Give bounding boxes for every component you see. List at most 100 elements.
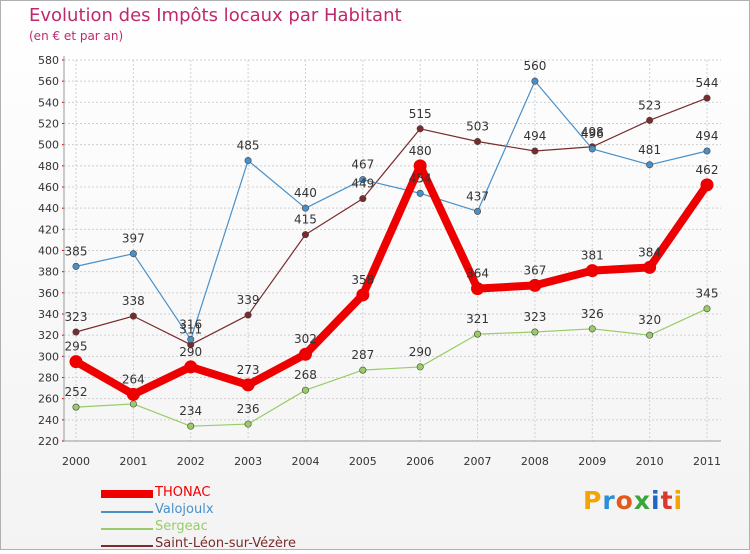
proxiti-logo: Proxiti (583, 486, 683, 515)
legend-label: Saint-Léon-sur-Vézère (155, 536, 296, 551)
data-point-thonac (356, 288, 370, 302)
data-label-thonac: 358 (351, 273, 374, 287)
data-point-thonac (413, 159, 427, 173)
x-tick-label: 2011 (693, 455, 721, 468)
legend-label: THONAC (155, 485, 211, 500)
x-tick-label: 2001 (119, 455, 147, 468)
y-tick-label: 400 (38, 245, 59, 258)
x-tick-label: 2002 (177, 455, 205, 468)
y-tick-label: 520 (38, 118, 59, 131)
grid (64, 59, 721, 442)
data-label-saint-l-on-sur-v-z-re: 515 (409, 107, 432, 121)
data-label-saint-l-on-sur-v-z-re: 311 (179, 323, 202, 337)
y-tick-label: 560 (38, 75, 59, 88)
x-tick-label: 2009 (578, 455, 606, 468)
logo-letter: x (633, 486, 651, 515)
y-tick-label: 320 (38, 329, 59, 342)
data-label-thonac: 364 (466, 267, 489, 281)
data-point-saint-l-on-sur-v-z-re (244, 311, 252, 319)
data-point-thonac (643, 260, 657, 274)
y-tick-label: 460 (38, 181, 59, 194)
data-label-sergeac: 290 (409, 345, 432, 359)
data-point-valojoulx (129, 250, 137, 258)
y-tick-label: 440 (38, 202, 59, 215)
data-label-sergeac: 323 (523, 310, 546, 324)
data-label-sergeac: 234 (179, 404, 202, 418)
data-point-saint-l-on-sur-v-z-re (301, 231, 309, 239)
legend-label: Valojoulx (155, 502, 214, 517)
series-line-saint-l-on-sur-v-z-re (75, 97, 708, 346)
data-point-sergeac (646, 331, 654, 339)
y-tick-label: 500 (38, 139, 59, 152)
y-tick-label: 540 (38, 96, 59, 109)
data-label-valojoulx: 485 (237, 139, 260, 153)
data-label-thonac: 290 (179, 345, 202, 359)
data-label-sergeac: 320 (638, 313, 661, 327)
data-point-saint-l-on-sur-v-z-re (474, 137, 482, 145)
data-label-thonac: 273 (237, 363, 260, 377)
data-point-thonac (585, 264, 599, 278)
legend-swatch (101, 528, 153, 530)
axes: 220 240 260 280 300 320 340 360 380 400 420 440 460 4… (38, 54, 721, 468)
logo-letter: i (673, 486, 684, 515)
series (69, 77, 714, 430)
data-label-sergeac: 252 (65, 385, 88, 399)
data-point-valojoulx (301, 204, 309, 212)
data-point-valojoulx (244, 157, 252, 165)
y-tick-label: 280 (38, 372, 59, 385)
data-point-sergeac (244, 420, 252, 428)
data-label-valojoulx: 397 (122, 232, 145, 246)
data-point-valojoulx (72, 262, 80, 270)
y-tick-label: 220 (38, 435, 59, 448)
data-point-saint-l-on-sur-v-z-re (416, 125, 424, 133)
data-label-valojoulx: 440 (294, 186, 317, 200)
data-point-valojoulx (646, 161, 654, 169)
data-label-valojoulx: 560 (523, 59, 546, 73)
y-tick-label: 340 (38, 308, 59, 321)
data-label-saint-l-on-sur-v-z-re: 494 (523, 129, 546, 143)
data-point-sergeac (187, 422, 195, 430)
data-point-saint-l-on-sur-v-z-re (646, 116, 654, 124)
data-point-saint-l-on-sur-v-z-re (72, 328, 80, 336)
data-label-saint-l-on-sur-v-z-re: 498 (581, 125, 604, 139)
y-tick-label: 380 (38, 266, 59, 279)
data-point-sergeac (359, 366, 367, 374)
data-label-thonac: 462 (696, 163, 719, 177)
y-tick-label: 360 (38, 287, 59, 300)
data-label-sergeac: 236 (237, 402, 260, 416)
series-line-thonac (74, 161, 711, 399)
x-tick-label: 2003 (234, 455, 262, 468)
chart-title: Evolution des Impôts locaux par Habitant (29, 5, 402, 26)
legend-swatch (101, 545, 153, 547)
data-label-sergeac: 268 (294, 368, 317, 382)
data-label-thonac: 384 (638, 245, 661, 259)
data-label-thonac: 381 (581, 249, 604, 263)
data-point-sergeac (531, 328, 539, 336)
y-tick-label: 480 (38, 160, 59, 173)
data-point-thonac (471, 282, 485, 296)
data-point-sergeac (416, 363, 424, 371)
x-tick-label: 2005 (349, 455, 377, 468)
data-label-valojoulx: 454 (409, 171, 432, 185)
chart-subtitle: (en € et par an) (29, 29, 124, 43)
data-point-thonac (184, 360, 198, 374)
data-label-thonac: 264 (122, 372, 145, 386)
y-tick-label: 580 (38, 54, 59, 67)
data-label-saint-l-on-sur-v-z-re: 523 (638, 98, 661, 112)
data-label-valojoulx: 494 (696, 129, 719, 143)
data-label-valojoulx: 496 (581, 127, 604, 141)
y-tick-label: 300 (38, 350, 59, 363)
data-point-sergeac (474, 330, 482, 338)
logo-letter: o (615, 486, 634, 515)
data-point-valojoulx (359, 176, 367, 184)
y-tick-label: 420 (38, 223, 59, 236)
data-label-saint-l-on-sur-v-z-re: 323 (65, 310, 88, 324)
data-label-valojoulx: 481 (638, 143, 661, 157)
data-point-sergeac (129, 400, 137, 408)
data-point-thonac (69, 355, 83, 369)
data-label-saint-l-on-sur-v-z-re: 544 (696, 76, 719, 90)
data-point-thonac (700, 178, 714, 192)
data-point-saint-l-on-sur-v-z-re (531, 147, 539, 155)
data-point-sergeac (588, 325, 596, 333)
